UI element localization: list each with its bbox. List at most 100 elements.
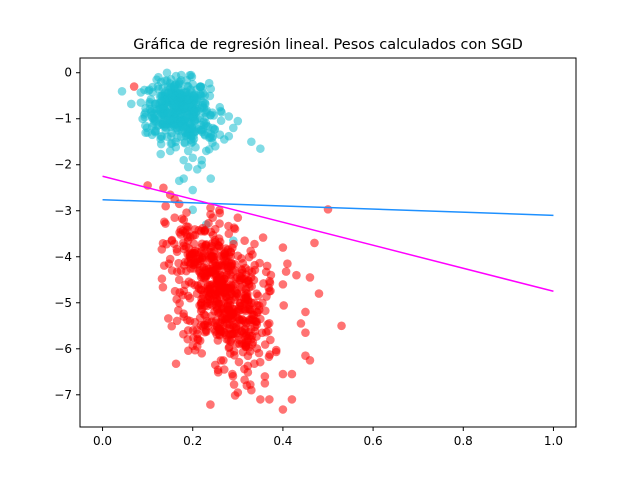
scatter-point <box>215 208 225 218</box>
scatter-point <box>188 185 198 195</box>
scatter-point <box>172 316 182 326</box>
scatter-point <box>226 280 236 290</box>
scatter-point <box>206 174 216 183</box>
scatter-point <box>196 120 206 130</box>
x-axis: 0.0 0.2 0.4 0.6 0.8 1.0 <box>93 427 563 448</box>
y-tick-label: −4 <box>54 250 72 264</box>
scatter-point <box>166 132 176 141</box>
scatter-point <box>157 132 167 141</box>
scatter-point <box>278 369 288 379</box>
scatter-point <box>159 183 168 193</box>
scatter-point <box>244 327 254 337</box>
scatter-point <box>278 405 288 414</box>
x-tick-label: 0.8 <box>454 434 473 448</box>
scatter-point <box>220 248 229 258</box>
scatter-point <box>161 125 170 135</box>
scatter-point <box>241 292 251 302</box>
scatter-point <box>255 258 264 268</box>
scatter-point <box>222 268 232 277</box>
scatter-point <box>160 217 169 227</box>
scatter-point <box>197 91 207 101</box>
scatter-point <box>250 239 259 249</box>
scatter-point <box>174 199 184 209</box>
scatter-point <box>179 155 189 165</box>
scatter-point <box>230 224 240 234</box>
scatter-point <box>211 327 220 336</box>
scatter-point <box>212 279 222 289</box>
scatter-point <box>160 95 170 105</box>
scatter-point <box>117 87 127 96</box>
scatter-point <box>192 289 202 298</box>
scatter-point <box>173 305 183 315</box>
scatter-point <box>283 259 292 268</box>
scatter-point <box>156 149 165 159</box>
scatter-point <box>202 263 211 272</box>
scatter-point <box>158 282 168 292</box>
scatter-point <box>179 244 189 254</box>
scatter-point <box>260 372 270 381</box>
regression-line-blue <box>102 198 554 217</box>
scatter-point <box>225 310 234 319</box>
scatter-point <box>287 369 297 379</box>
y-tick-label: −3 <box>54 204 72 218</box>
scatter-point <box>236 273 246 283</box>
scatter-point <box>292 270 301 280</box>
y-tick-label: −5 <box>54 296 72 310</box>
scatter-point <box>281 267 291 276</box>
scatter-point <box>224 229 234 239</box>
scatter-point <box>161 201 170 211</box>
scatter-point <box>263 326 273 336</box>
scatter-point <box>220 318 230 327</box>
scatter-point <box>208 213 217 222</box>
scatter-point <box>207 317 217 327</box>
scatter-point <box>184 95 193 104</box>
plot-frame <box>79 57 577 428</box>
scatter-point <box>183 222 193 232</box>
scatter-point <box>156 77 166 87</box>
scatter-point <box>201 146 211 156</box>
scatter-point <box>245 305 254 314</box>
scatter-point <box>278 243 288 252</box>
points-layer <box>117 68 346 414</box>
scatter-point <box>147 111 157 120</box>
scatter-point <box>252 344 262 353</box>
scatter-point <box>240 236 249 245</box>
scatter-point <box>214 266 224 276</box>
scatter-point <box>265 286 274 296</box>
scatter-point <box>256 144 265 153</box>
scatter-point <box>167 321 177 331</box>
y-tick-label: −1 <box>54 112 72 126</box>
scatter-point <box>223 261 232 271</box>
scatter-point <box>224 296 234 306</box>
scatter-point <box>193 281 202 290</box>
x-tick-label: 0.6 <box>364 434 383 448</box>
scatter-point <box>247 385 256 395</box>
scatter-point <box>236 282 246 292</box>
scatter-point <box>233 116 243 126</box>
scatter-point <box>278 280 288 289</box>
y-tick-label: 0 <box>64 66 72 80</box>
scatter-point <box>323 205 333 214</box>
scatter-point <box>180 257 190 267</box>
scatter-point <box>260 340 270 349</box>
scatter-point <box>231 323 241 333</box>
x-tick-label: 1.0 <box>544 434 563 448</box>
scatter-point <box>183 291 193 301</box>
chart-title: Gráfica de regresión lineal. Pesos calcu… <box>133 37 523 53</box>
scatter-point <box>209 111 219 120</box>
scatter-point <box>136 88 146 97</box>
scatter-point <box>305 273 315 282</box>
scatter-point <box>258 298 267 308</box>
scatter-point <box>179 215 189 225</box>
scatter-point <box>154 84 163 94</box>
scatter-point <box>227 288 236 298</box>
scatter-point <box>185 232 195 242</box>
scatter-point <box>170 213 179 222</box>
scatter-point <box>167 93 177 102</box>
scatter-point <box>166 82 176 92</box>
scatter-point <box>301 307 310 317</box>
scatter-point <box>206 84 216 94</box>
scatter-point <box>228 267 238 276</box>
scatter-point <box>188 153 198 163</box>
scatter-point <box>183 146 193 156</box>
